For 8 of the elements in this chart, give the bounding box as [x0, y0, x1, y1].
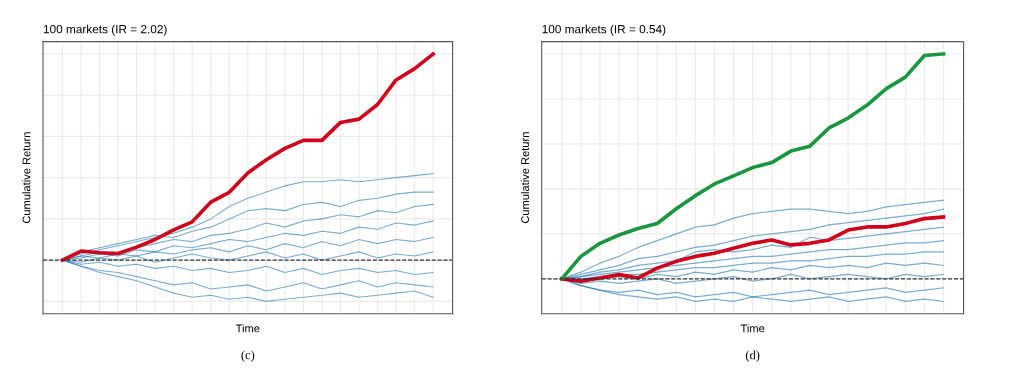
text: (c): [241, 350, 255, 362]
chart-title: 100 markets (IR = 2.02): [43, 24, 167, 36]
chart-title: 100 markets (IR = 0.54): [542, 24, 666, 36]
y-axis-title: Cumulative Return: [22, 132, 31, 224]
text: (d): [745, 350, 760, 362]
y-axis-title: Cumulative Return: [520, 132, 530, 224]
x-axis-title: Time: [740, 324, 765, 333]
x-axis-title: Time: [235, 324, 260, 333]
